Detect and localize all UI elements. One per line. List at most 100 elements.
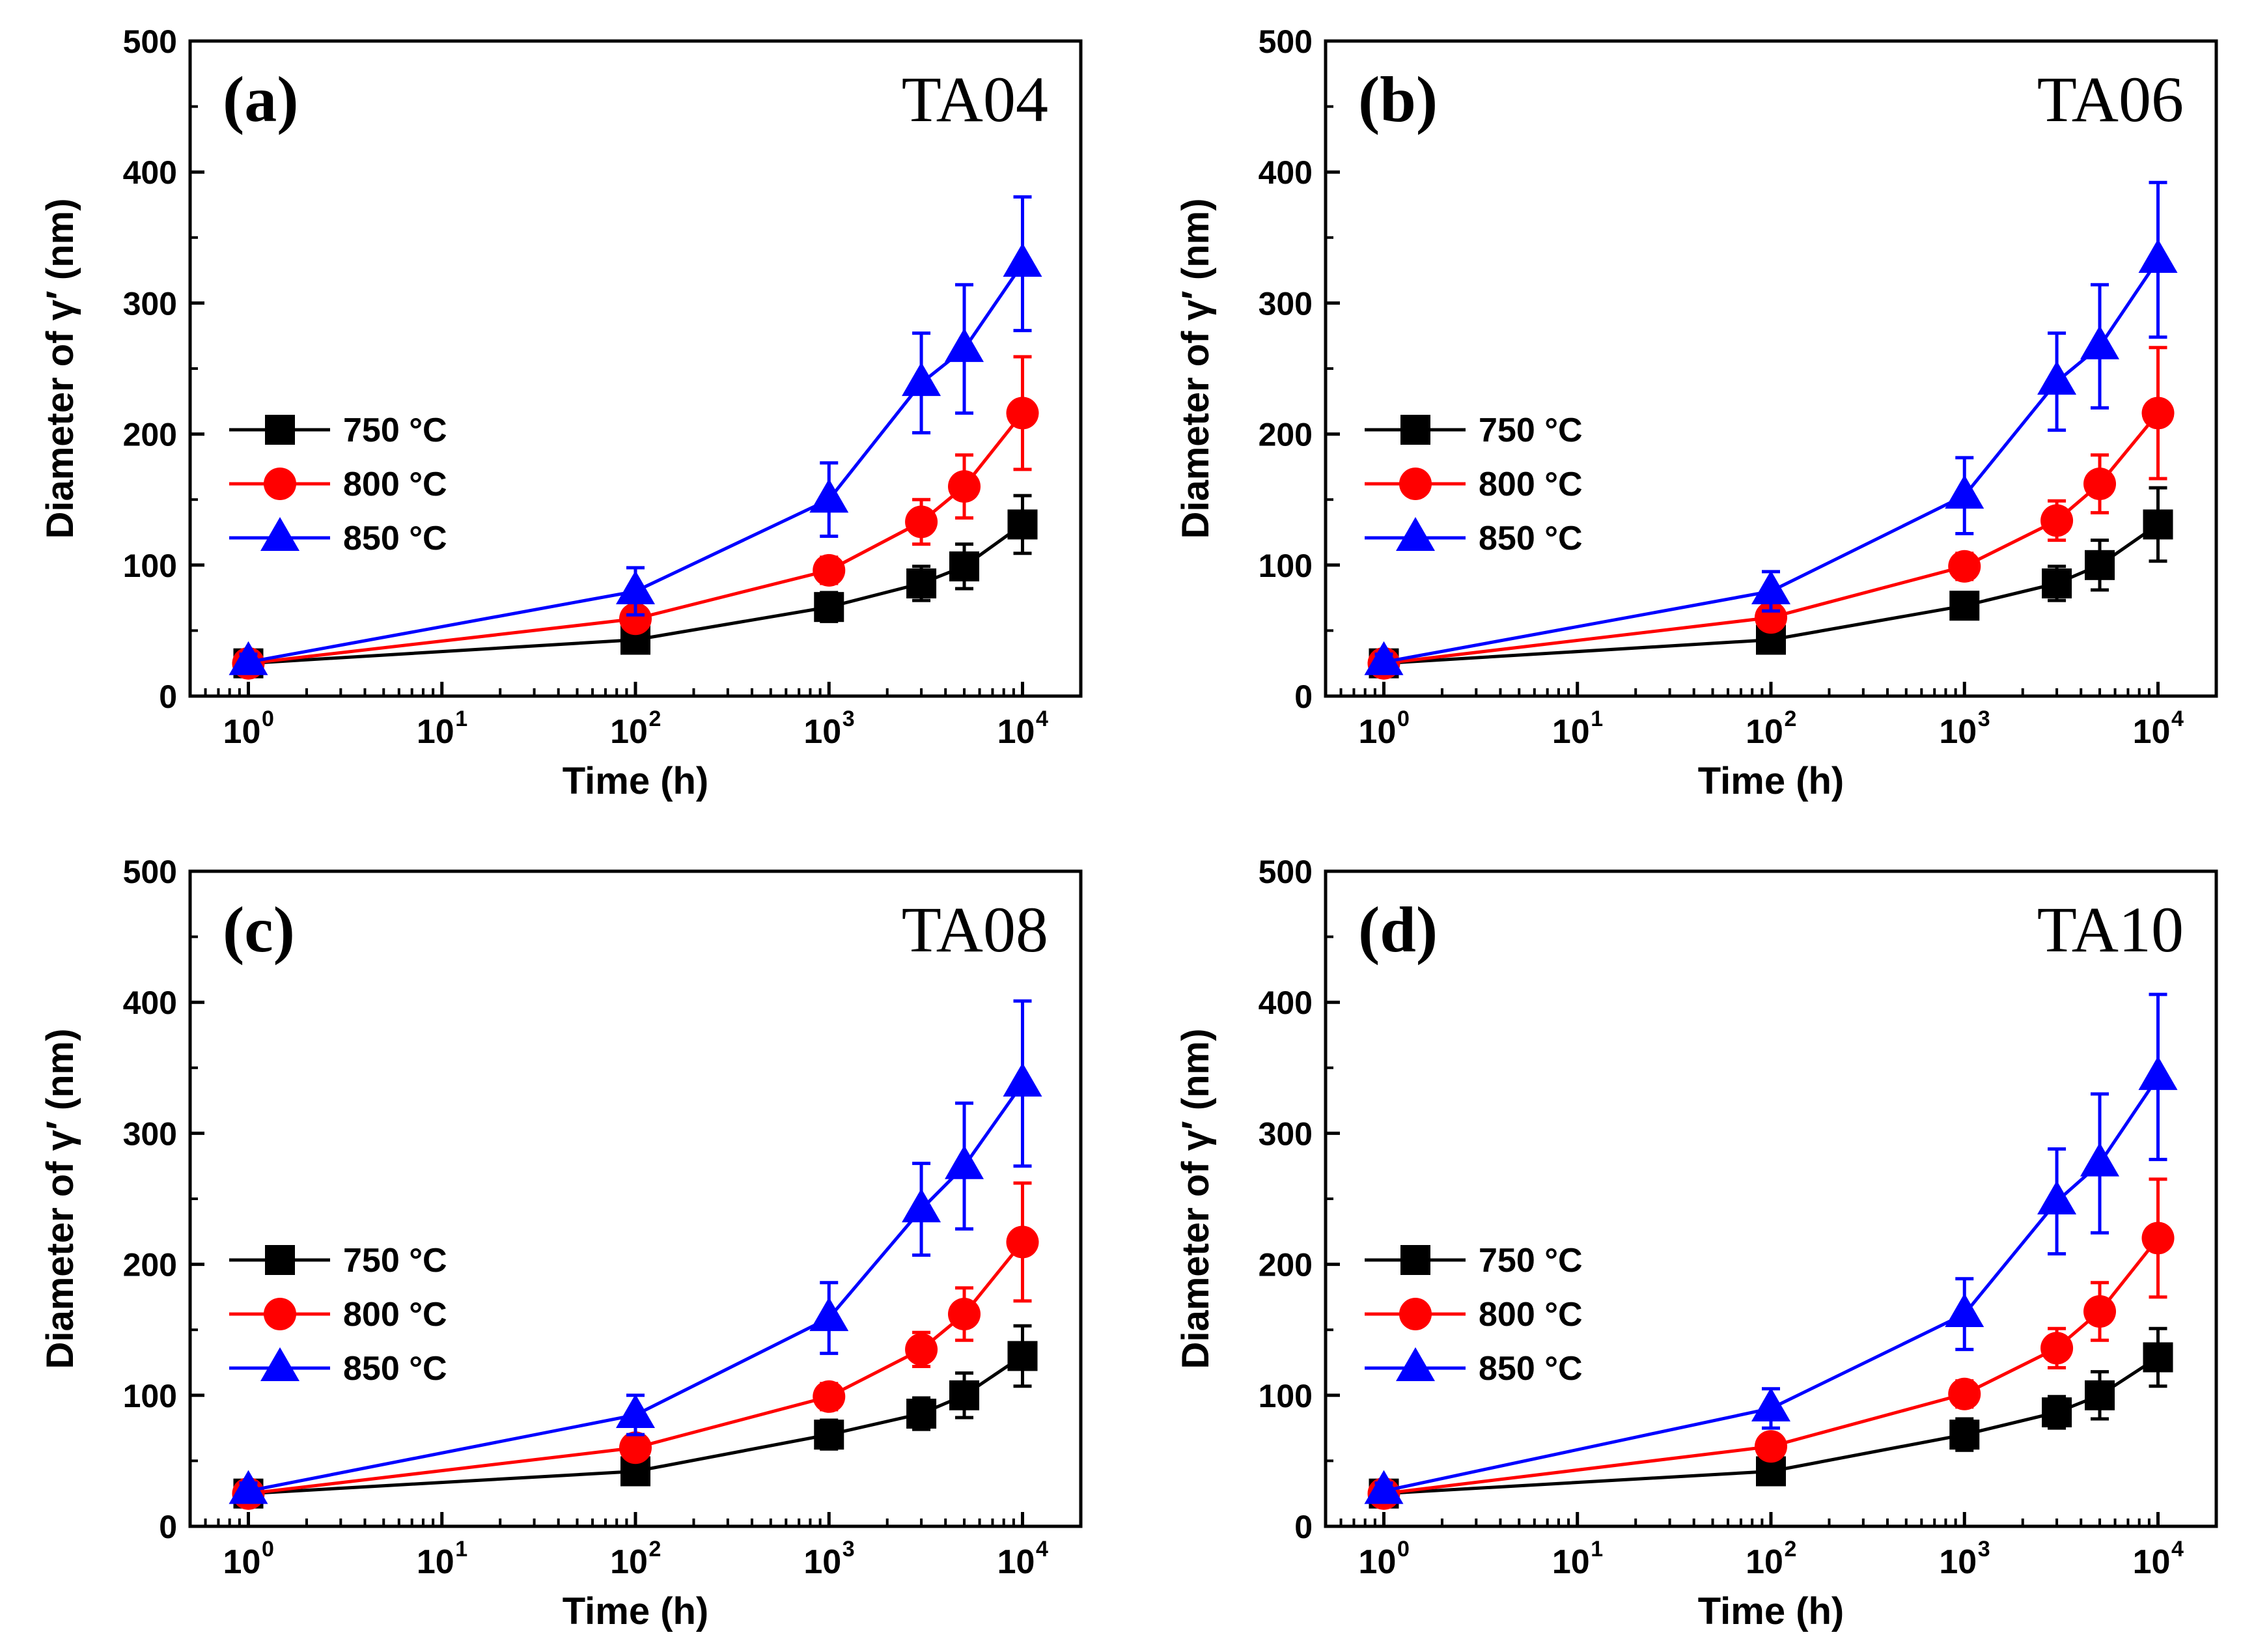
x-tick-base: 10 [1939,1543,1977,1581]
x-tick-base: 10 [223,713,261,751]
x-tick-exponent: 1 [1591,707,1603,731]
data-point-circle [905,1333,938,1366]
data-point-square [2085,550,2115,580]
data-point-triangle [945,1145,984,1179]
y-axis-title: Diameter of γ′ (nm) [39,198,81,539]
legend-label: 750 °C [1479,412,1583,449]
x-tick-exponent: 1 [1591,1537,1603,1561]
data-point-circle [1006,1225,1039,1259]
x-tick-exponent: 0 [1397,707,1410,731]
x-tick-base: 10 [1939,713,1977,751]
x-tick-base: 10 [417,1543,454,1581]
x-tick-exponent: 2 [649,1537,661,1561]
data-point-circle [905,505,938,539]
data-point-square [2143,1342,2173,1373]
x-tick-label: 10 3 [1939,707,1990,751]
x-tick-label: 10 4 [997,1537,1048,1581]
y-tick-label: 100 [123,548,177,584]
x-tick-base: 10 [803,713,841,751]
data-point-square [906,568,937,598]
series-circle [232,355,1039,680]
series-circle [232,1181,1039,1510]
data-point-square [2143,509,2173,540]
data-point-triangle [1364,1470,1404,1504]
legend-entry: 800 °C [1365,1296,1583,1334]
x-tick-exponent: 4 [1036,1537,1048,1561]
data-point-triangle [2138,239,2178,273]
data-point-square [2085,1380,2115,1410]
data-point-square [814,592,844,623]
legend-marker [265,1245,295,1275]
data-point-triangle [1945,1293,1984,1328]
y-tick-label: 0 [159,679,177,715]
data-point-triangle [616,570,655,605]
legend-entry: 800 °C [1365,466,1583,503]
legend-marker [1399,468,1432,500]
data-point-triangle [2037,1181,2077,1215]
data-point-triangle [1751,570,1790,605]
data-point-circle [619,1431,652,1464]
x-tick-base: 10 [1552,713,1590,751]
x-tick-exponent: 4 [1036,707,1048,731]
x-tick-base: 10 [610,713,648,751]
data-point-circle [1948,1377,1981,1410]
x-tick-exponent: 2 [1785,707,1797,731]
data-point-triangle [1003,1062,1042,1097]
y-tick-label: 500 [1259,854,1313,890]
legend-marker [1396,1347,1435,1381]
x-tick-label: 10 2 [1746,1537,1796,1581]
data-point-triangle [1751,1387,1790,1421]
y-tick-label: 100 [1259,548,1313,584]
data-point-circle [619,602,652,636]
x-tick-base: 10 [2133,713,2171,751]
legend-label: 750 °C [343,412,447,449]
y-tick-label: 200 [1259,1247,1313,1283]
y-tick-label: 0 [1294,1509,1313,1545]
legend-marker [265,415,295,445]
data-point-circle [948,470,981,503]
data-point-circle [2083,468,2117,501]
x-tick-label: 10 2 [1746,707,1796,751]
y-tick-label: 300 [1259,285,1313,322]
legend-marker [264,468,296,500]
x-tick-label: 10 4 [2133,707,2184,751]
y-tick-label: 0 [1294,679,1313,715]
y-axis-title: Diameter of γ′ (nm) [1175,198,1217,539]
legend-marker [1400,415,1430,445]
series-triangle [229,999,1042,1504]
legend-label: 850 °C [1479,520,1583,557]
data-point-square [906,1398,937,1429]
legend-label: 850 °C [343,520,447,557]
x-axis-title: Time (h) [1698,760,1844,802]
legend-entry: 750 °C [229,412,447,449]
x-axis-title: Time (h) [563,760,709,802]
data-point-triangle [1945,475,1984,509]
data-point-circle [1006,397,1039,430]
y-tick-label: 400 [123,154,177,191]
legend-marker [264,1298,296,1330]
y-axis-title: Diameter of γ′ (nm) [1175,1028,1217,1369]
x-tick-label: 10 0 [223,707,274,751]
data-point-circle [1948,550,1981,583]
data-point-triangle [229,1470,268,1504]
series-line [248,262,1024,664]
x-tick-base: 10 [417,713,454,751]
data-point-triangle [945,328,984,362]
y-tick-label: 200 [123,1247,177,1283]
legend-entry: 850 °C [229,517,447,557]
x-tick-label: 10 4 [2133,1537,2184,1581]
legend-label: 800 °C [1479,1296,1583,1334]
x-tick-exponent: 3 [842,707,855,731]
data-point-square [949,551,980,581]
data-point-square [2042,568,2072,598]
series-line [1384,259,2160,664]
legend-label: 800 °C [343,1296,447,1334]
legend-label: 750 °C [1479,1242,1583,1280]
legend-marker [260,1347,299,1381]
panel-label: (b) [1358,63,1438,135]
data-point-triangle [2138,1056,2178,1090]
legend-label: 800 °C [1479,466,1583,503]
x-tick-label: 10 3 [803,707,854,751]
